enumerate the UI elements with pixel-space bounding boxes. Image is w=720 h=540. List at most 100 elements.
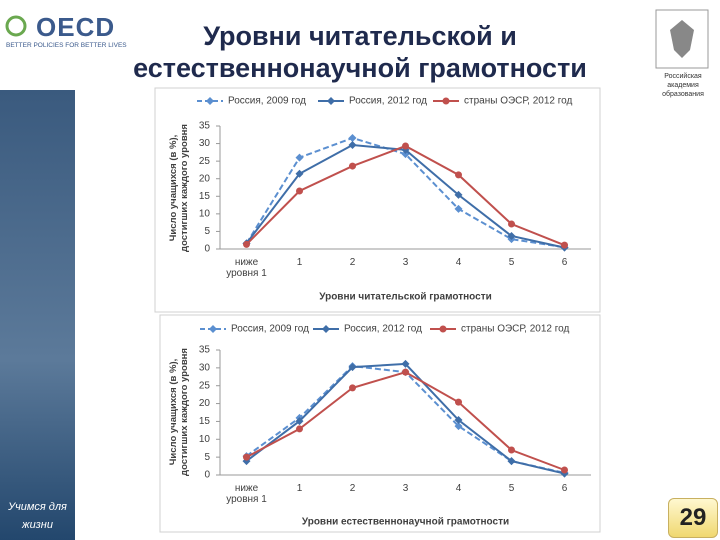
point <box>295 169 304 178</box>
logo-tagline: BETTER POLICIES FOR BETTER LIVES <box>6 42 127 49</box>
legend-marker <box>327 97 335 105</box>
y-axis-title-box: Число учащихся (в %), достигших каждого … <box>168 348 190 476</box>
slide-title: Уровни читательской и естественнонаучной… <box>133 21 587 83</box>
x-tick-label-box: 6 <box>561 257 568 268</box>
logo-ring <box>5 15 27 37</box>
point <box>295 417 304 426</box>
point <box>401 359 410 368</box>
legend-marker <box>322 325 330 333</box>
x-tick-label-box: 5 <box>508 483 515 494</box>
x-tick-label: 2 <box>349 483 356 494</box>
point <box>508 446 515 454</box>
point <box>508 220 515 228</box>
y-tick-label: 5 <box>204 226 210 237</box>
legend-marker <box>439 325 447 333</box>
emblem-eagle <box>670 20 694 58</box>
y-tick-label: 15 <box>199 191 211 202</box>
point <box>296 187 303 195</box>
y-tick-label: 25 <box>199 380 211 391</box>
point <box>296 425 303 433</box>
y-tick-label: 30 <box>199 138 211 149</box>
x-tick-label-box: ниже уровня 1 <box>226 257 267 279</box>
x-tick-label-box: ниже уровня 1 <box>226 483 267 505</box>
y-tick-label: 0 <box>204 470 210 481</box>
x-tick-label: ниже уровня 1 <box>226 257 267 279</box>
x-tick-label-box: 2 <box>349 257 356 268</box>
legend-label: Россия, 2012 год <box>349 96 427 107</box>
motto: Учимся для жизни <box>8 501 67 531</box>
x-tick-label-box: 6 <box>561 483 568 494</box>
point <box>454 422 463 431</box>
point <box>243 453 250 461</box>
x-tick-label: 3 <box>402 483 409 494</box>
x-axis-title: Уровни естественнонаучной грамотности <box>302 517 509 528</box>
point <box>349 162 356 170</box>
page-number: 29 <box>668 498 718 538</box>
point <box>349 384 356 392</box>
x-tick-label-box: 3 <box>402 257 409 268</box>
x-tick-label: 6 <box>561 257 568 268</box>
x-tick-label: 5 <box>508 483 515 494</box>
x-tick-label: 6 <box>561 483 568 494</box>
y-tick-label: 10 <box>199 434 211 445</box>
y-tick-label: 10 <box>199 208 211 219</box>
point <box>507 457 516 466</box>
point <box>348 140 357 149</box>
legend-label: страны ОЭСР, 2012 год <box>464 96 573 107</box>
point <box>295 153 304 162</box>
point <box>454 204 463 213</box>
x-tick-label: 3 <box>402 257 409 268</box>
x-tick-label: 2 <box>349 257 356 268</box>
logo: OECD <box>36 12 116 42</box>
y-tick-label: 0 <box>204 244 210 255</box>
y-tick-label: 20 <box>199 398 211 409</box>
legend-label: страны ОЭСР, 2012 год <box>461 324 570 335</box>
point <box>348 363 357 372</box>
legend-label: Россия, 2009 год <box>228 96 306 107</box>
x-tick-label-box: 5 <box>508 257 515 268</box>
y-axis-title: Число учащихся (в %), достигших каждого … <box>168 124 190 252</box>
y-tick-label: 5 <box>204 452 210 463</box>
y-tick-label: 25 <box>199 156 211 167</box>
point <box>455 398 462 406</box>
point <box>243 240 250 248</box>
point <box>561 466 568 474</box>
point <box>348 133 357 142</box>
point <box>561 241 568 249</box>
chart-frame <box>154 87 601 313</box>
legend-marker <box>442 97 450 105</box>
y-tick-label: 35 <box>199 345 211 356</box>
legend-label: Россия, 2012 год <box>344 324 422 335</box>
point <box>507 231 516 240</box>
x-tick-label: 4 <box>455 257 462 268</box>
chart-frame <box>159 314 601 533</box>
x-tick-label-box: 1 <box>296 257 303 268</box>
y-tick-label: 35 <box>199 121 211 132</box>
point <box>455 171 462 179</box>
x-axis-title: Уровни читательской грамотности <box>319 292 492 303</box>
legend-label: Россия, 2009 год <box>231 324 309 335</box>
point <box>402 142 409 150</box>
y-tick-label: 20 <box>199 173 211 184</box>
x-tick-label: 4 <box>455 483 462 494</box>
legend-marker <box>206 97 214 105</box>
x-tick-label-box: 4 <box>455 483 462 494</box>
x-tick-label-box: 2 <box>349 483 356 494</box>
y-axis-title-box: Число учащихся (в %), достигших каждого … <box>168 124 190 252</box>
y-tick-label: 30 <box>199 362 211 373</box>
x-tick-label-box: 4 <box>455 257 462 268</box>
x-tick-label-box: 3 <box>402 483 409 494</box>
sidebar-image <box>0 90 75 540</box>
y-tick-label: 15 <box>199 416 211 427</box>
y-axis-title: Число учащихся (в %), достигших каждого … <box>168 348 190 476</box>
point <box>454 190 463 199</box>
x-tick-label: 1 <box>296 483 303 494</box>
legend-marker <box>209 325 217 333</box>
org-name: Российская академия образования <box>662 73 704 98</box>
x-tick-label-box: 1 <box>296 483 303 494</box>
x-tick-label: 5 <box>508 257 515 268</box>
point <box>454 416 463 424</box>
x-tick-label: 1 <box>296 257 303 268</box>
